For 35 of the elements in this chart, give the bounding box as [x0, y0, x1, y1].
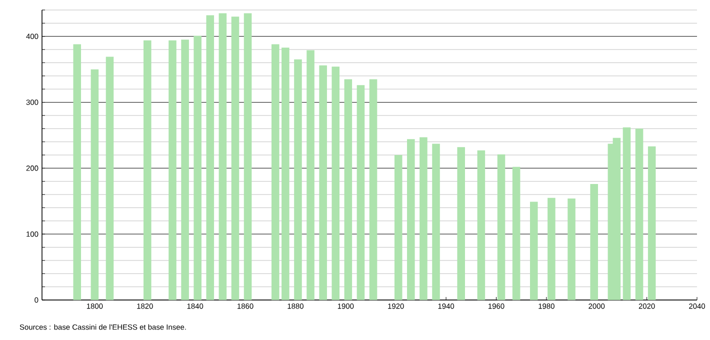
bar [648, 146, 656, 300]
bar [218, 13, 227, 300]
bar [407, 139, 415, 300]
bar [90, 69, 99, 300]
bar [622, 127, 631, 300]
bar [73, 44, 82, 300]
bar [168, 40, 176, 300]
bar [106, 56, 114, 300]
bar [206, 15, 214, 300]
bar [457, 147, 465, 300]
bar [635, 128, 644, 300]
bar [568, 198, 576, 300]
bar [244, 13, 252, 300]
bar [590, 184, 598, 300]
bar [477, 150, 486, 300]
bar [512, 166, 520, 300]
bar [344, 79, 352, 300]
bar [319, 65, 327, 300]
bar [420, 137, 428, 300]
bar [369, 79, 378, 300]
bar [432, 144, 440, 300]
bar [294, 59, 302, 300]
bar [530, 202, 538, 300]
bar [272, 44, 280, 300]
bar [282, 48, 290, 300]
bar [181, 40, 189, 300]
bar [231, 16, 240, 300]
bar [332, 66, 340, 300]
bar [144, 40, 152, 300]
bar [548, 198, 556, 300]
bar [356, 85, 365, 300]
bar [194, 36, 202, 300]
bar [497, 154, 506, 300]
bar [394, 154, 402, 300]
bar [306, 50, 314, 300]
